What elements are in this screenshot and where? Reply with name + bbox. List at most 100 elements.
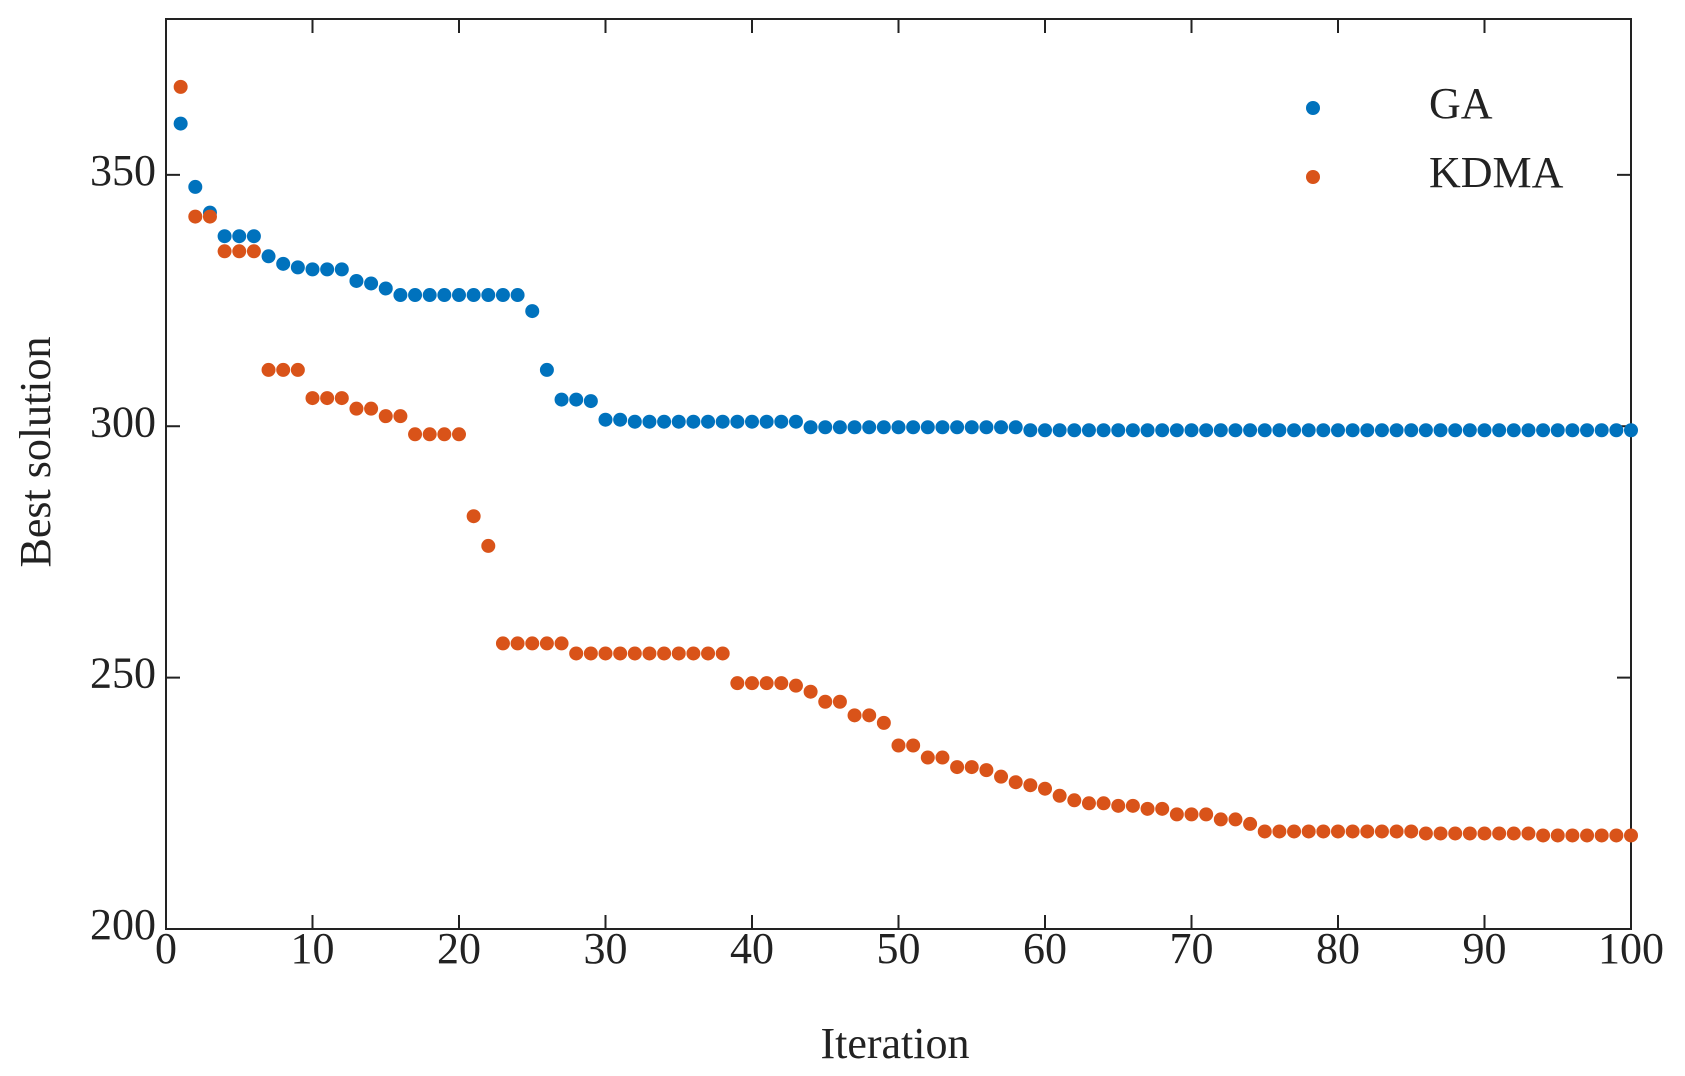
data-point <box>1155 801 1170 816</box>
data-point <box>1169 807 1184 822</box>
data-point <box>774 676 789 691</box>
x-tick-label: 0 <box>155 924 177 973</box>
data-point <box>1418 826 1433 841</box>
data-point <box>847 420 862 435</box>
data-point <box>759 414 774 429</box>
data-point <box>1052 788 1067 803</box>
data-point <box>188 179 203 194</box>
data-point <box>1081 796 1096 811</box>
data-point <box>1038 781 1052 796</box>
data-point <box>246 229 261 244</box>
data-point <box>1536 423 1551 438</box>
data-point <box>1023 423 1038 438</box>
data-point <box>642 414 657 429</box>
data-point <box>1536 828 1551 843</box>
x-axis-label: Iteration <box>820 1019 969 1068</box>
data-point <box>1316 423 1331 438</box>
data-point <box>437 427 452 442</box>
data-point <box>1331 423 1345 438</box>
data-point <box>583 646 598 661</box>
data-point <box>452 427 466 442</box>
x-tick-label: 60 <box>1023 924 1067 973</box>
data-point <box>745 414 759 429</box>
data-point <box>1096 423 1111 438</box>
data-point <box>261 362 276 377</box>
data-point <box>715 646 730 661</box>
data-point <box>1345 824 1360 839</box>
data-point <box>1389 824 1404 839</box>
x-tick-label: 50 <box>877 924 921 973</box>
data-point <box>378 281 393 296</box>
data-point <box>481 538 496 553</box>
data-point <box>539 636 554 651</box>
data-point <box>364 276 379 291</box>
data-point <box>393 288 408 303</box>
data-point <box>832 420 847 435</box>
data-point <box>569 392 584 407</box>
data-point <box>788 678 803 693</box>
data-point <box>290 260 305 275</box>
data-point <box>1521 423 1536 438</box>
data-point <box>818 420 833 435</box>
data-point <box>891 420 906 435</box>
data-point <box>1565 828 1580 843</box>
data-point <box>1169 423 1184 438</box>
data-point <box>188 209 203 224</box>
data-point <box>554 392 569 407</box>
data-point <box>1404 423 1419 438</box>
data-point <box>1287 423 1302 438</box>
x-tick-label: 30 <box>584 924 628 973</box>
data-point <box>657 414 672 429</box>
data-point <box>1492 423 1507 438</box>
data-point <box>1052 423 1067 438</box>
legend-marker <box>1306 170 1320 184</box>
data-point <box>1199 807 1214 822</box>
data-point <box>1316 824 1331 839</box>
data-point <box>525 304 540 319</box>
data-point <box>862 708 877 723</box>
data-point <box>202 209 217 224</box>
data-point <box>305 391 320 406</box>
data-point <box>979 763 994 778</box>
data-point <box>1506 826 1521 841</box>
data-point <box>876 420 891 435</box>
data-point <box>1448 826 1463 841</box>
data-point <box>276 362 291 377</box>
data-point <box>1067 793 1082 808</box>
data-point <box>1550 828 1565 843</box>
data-point <box>1433 826 1448 841</box>
data-point <box>393 409 408 424</box>
data-point <box>1360 824 1375 839</box>
data-point <box>1272 824 1287 839</box>
data-point <box>1008 420 1023 435</box>
data-point <box>1462 826 1477 841</box>
data-point <box>554 636 569 651</box>
data-point <box>1140 423 1155 438</box>
data-point <box>1287 824 1302 839</box>
data-point <box>1272 423 1287 438</box>
data-point <box>1301 824 1316 839</box>
x-tick-label: 70 <box>1170 924 1214 973</box>
data-point <box>320 262 335 277</box>
data-point <box>920 420 935 435</box>
data-point <box>1140 801 1155 816</box>
data-point <box>1345 423 1360 438</box>
data-point <box>1243 423 1258 438</box>
data-point <box>715 414 730 429</box>
data-point <box>1521 826 1536 841</box>
data-point <box>1609 828 1624 843</box>
x-tick-label: 90 <box>1463 924 1507 973</box>
data-point <box>334 391 349 406</box>
data-point <box>334 262 349 277</box>
data-point <box>935 750 950 765</box>
data-point <box>320 391 335 406</box>
data-point <box>730 676 745 691</box>
data-point <box>1081 423 1096 438</box>
data-point <box>1111 798 1126 813</box>
data-point <box>730 414 745 429</box>
data-point <box>525 636 540 651</box>
data-point <box>408 427 423 442</box>
data-point <box>1023 778 1038 793</box>
data-point <box>1360 423 1375 438</box>
